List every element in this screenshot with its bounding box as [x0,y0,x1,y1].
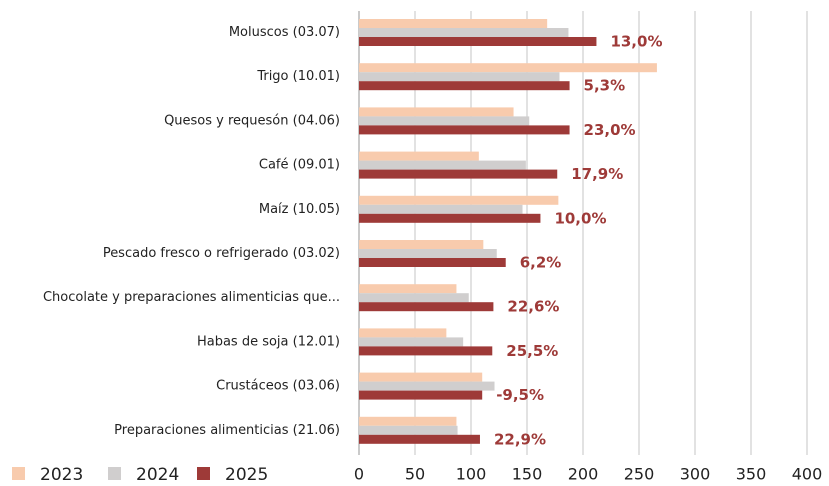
category-label: Café (09.01) [259,158,340,173]
bar [359,302,494,312]
bar [359,19,548,28]
growth-label: -9,5% [496,386,544,404]
bar [359,328,447,338]
bar [359,213,541,223]
bar [359,63,657,73]
bar [359,125,570,135]
growth-label: 23,0% [584,121,636,139]
bar [359,249,497,258]
growth-label: 17,9% [571,165,623,183]
bar [359,37,597,46]
bar [359,169,558,179]
growth-label: 5,3% [584,77,626,95]
bar [359,337,464,347]
category-label: Pescado fresco o refrigerado (03.02) [103,246,340,261]
bar [359,151,479,161]
x-tick-label: 250 [624,465,655,484]
x-tick-label: 150 [512,465,543,484]
legend-label: 2024 [136,465,179,485]
category-label: Preparaciones alimenticias (21.06) [114,423,340,438]
bar [359,434,480,444]
x-tick-label: 0 [354,465,364,484]
legend-label: 2025 [225,465,268,485]
legend-label: 2023 [40,465,83,485]
bar [359,195,559,205]
bar [359,258,506,267]
category-label: Habas de soja (12.01) [197,334,340,349]
bar [359,284,457,294]
bar [359,160,526,170]
bar [359,416,457,426]
category-label: Crustáceos (03.06) [216,379,340,394]
bar [359,381,495,391]
bar [359,28,569,37]
bar [359,72,560,82]
growth-label: 22,9% [494,430,546,448]
x-tick-label: 350 [736,465,767,484]
bar [359,372,483,382]
growth-label: 13,0% [610,33,662,51]
x-tick-label: 400 [792,465,823,484]
category-label: Quesos y requesón (04.06) [164,113,340,128]
bar [359,390,483,400]
category-label: Chocolate y preparaciones alimenticias q… [43,290,340,305]
category-label: Maíz (10.05) [259,202,340,217]
legend-swatch [12,467,25,480]
legend-swatch [108,467,121,480]
bar [359,107,514,117]
x-tick-label: 300 [680,465,711,484]
bar [359,204,523,214]
bar [359,240,484,249]
x-tick-label: 50 [405,465,425,484]
bar [359,81,570,91]
bar [359,346,493,356]
bar [359,116,530,126]
x-tick-label: 200 [568,465,599,484]
bar [359,425,458,435]
category-label: Trigo (10.01) [256,69,340,84]
category-label: Moluscos (03.07) [229,25,340,40]
growth-label: 6,2% [520,254,562,272]
growth-label: 22,6% [507,298,559,316]
growth-label: 25,5% [506,342,558,360]
x-tick-label: 100 [456,465,487,484]
bar [359,293,469,303]
growth-label: 10,0% [554,209,606,227]
legend-swatch [197,467,210,480]
